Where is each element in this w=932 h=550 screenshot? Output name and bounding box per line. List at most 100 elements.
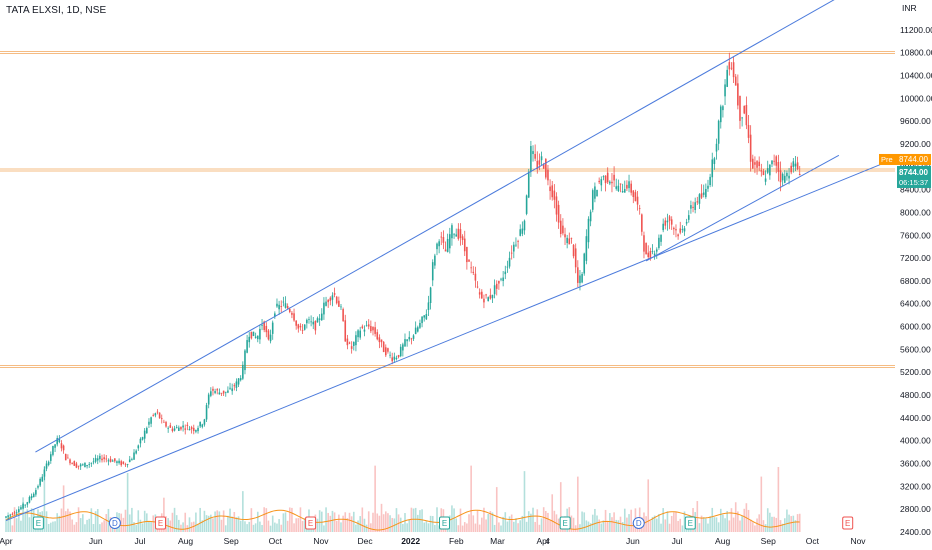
trend-lines[interactable] — [5, 0, 890, 522]
volume-bar — [453, 508, 455, 532]
earnings-marker[interactable]: E — [32, 516, 44, 530]
volume-bar — [756, 518, 758, 532]
candle-body — [261, 324, 263, 326]
candle-body — [489, 295, 492, 299]
candle-body — [431, 262, 434, 281]
candle-body — [530, 146, 532, 172]
candle-body — [638, 208, 641, 210]
candle-body — [506, 266, 509, 268]
countdown-label: 06:15:37 — [899, 178, 928, 187]
volume-bar — [792, 515, 795, 532]
candle-body — [13, 512, 16, 514]
volume-bar — [11, 525, 14, 532]
candle-body — [32, 493, 35, 498]
time-tick-label: Apr — [0, 536, 13, 546]
candle-body — [135, 450, 137, 454]
candle-body — [105, 458, 108, 460]
volume-bar — [43, 466, 46, 532]
candle-body — [77, 465, 80, 467]
candle-body — [615, 186, 618, 189]
dividend-marker[interactable]: D — [632, 517, 645, 529]
candle-body — [594, 186, 596, 199]
trend-line[interactable] — [5, 160, 890, 522]
volume-bar — [233, 511, 236, 532]
candle-body — [62, 445, 65, 451]
volume-bar — [570, 515, 573, 532]
candle-body — [751, 158, 754, 169]
candle-body — [412, 335, 415, 339]
candle-body — [15, 512, 18, 514]
candle-body — [393, 356, 396, 360]
earnings-marker[interactable]: E — [559, 516, 571, 530]
volume-bar — [408, 519, 411, 532]
volume-bar — [71, 519, 73, 532]
price-tick-label: 10800.00 — [900, 48, 932, 58]
volume-bar — [237, 516, 240, 532]
candle-body — [111, 460, 114, 462]
candle-body — [397, 355, 400, 358]
candle-body — [338, 300, 340, 307]
volume-bar — [429, 515, 432, 532]
candle-body — [372, 326, 374, 331]
candle-body — [365, 325, 368, 327]
candle-body — [542, 164, 545, 169]
candle-body — [235, 381, 238, 388]
volume-bar — [668, 523, 671, 532]
pre-market-label-box — [879, 153, 897, 165]
price-tick-label: 9600.00 — [900, 116, 931, 126]
candle-body — [470, 267, 472, 269]
volume-bar — [724, 518, 726, 532]
candle-body — [406, 339, 408, 342]
candle-body — [384, 347, 387, 356]
volume-bar — [504, 512, 507, 532]
dividend-marker[interactable]: D — [108, 517, 121, 529]
candle-body — [122, 461, 125, 464]
earnings-marker[interactable]: E — [305, 516, 317, 530]
candle-body — [20, 507, 22, 510]
earnings-marker[interactable]: E — [842, 516, 854, 530]
volume-bar — [73, 524, 76, 532]
volume-bar — [481, 517, 483, 532]
volume-bar — [474, 523, 477, 532]
trend-line[interactable] — [645, 154, 840, 262]
volume-bar — [515, 518, 517, 532]
price-axis[interactable]: INR 2400.00 2800.00 3200.00 3600.00 4000.00 44… — [900, 3, 932, 537]
candle-body — [581, 273, 583, 283]
candle-body — [374, 327, 376, 334]
candle-body — [310, 321, 312, 323]
volume-moving-average-line — [5, 509, 800, 531]
volume-bar — [229, 508, 231, 532]
candle-body — [702, 192, 705, 195]
candle-body — [417, 327, 419, 332]
earnings-marker[interactable]: E — [155, 516, 167, 530]
trend-line[interactable] — [35, 0, 856, 453]
candle-body — [254, 336, 257, 338]
volume-bar — [751, 522, 754, 532]
candle-body — [216, 389, 219, 391]
volume-bar — [777, 467, 780, 532]
candle-body — [9, 514, 12, 516]
earnings-marker[interactable]: E — [684, 516, 696, 530]
volume-bar — [363, 518, 366, 532]
candle-body — [538, 160, 541, 165]
candle-body — [498, 280, 500, 284]
candle-body — [408, 336, 411, 340]
volume-bar — [472, 515, 475, 532]
volume-bar — [128, 514, 131, 532]
volume-bar — [220, 519, 223, 532]
candle-body — [621, 191, 624, 193]
volume-bar — [180, 524, 182, 532]
candle-body — [491, 294, 494, 299]
candle-body — [380, 339, 383, 343]
volume-bar — [101, 522, 103, 532]
candle-body — [461, 236, 464, 241]
candle-body — [139, 438, 142, 444]
volume-bar — [419, 510, 421, 532]
volume-bar — [133, 522, 135, 532]
volume-bar — [781, 523, 784, 532]
earnings-marker[interactable]: E — [439, 516, 451, 530]
